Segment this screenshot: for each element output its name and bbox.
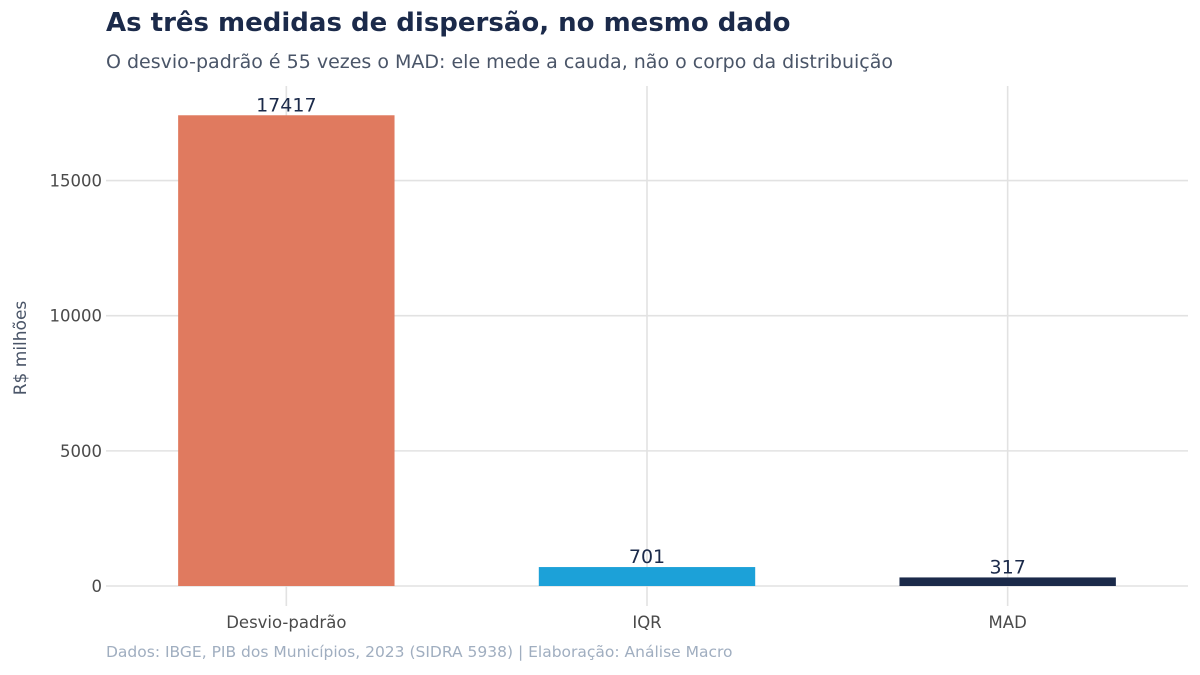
data-label: 317 — [990, 556, 1026, 578]
y-tick-label: 5000 — [60, 442, 102, 461]
y-tick-label: 0 — [92, 577, 103, 596]
x-tick-label: Desvio-padrão — [226, 613, 346, 632]
data-label: 17417 — [256, 94, 316, 116]
data-label: 701 — [629, 546, 665, 568]
x-tick-label: IQR — [632, 613, 661, 632]
bar-2 — [538, 567, 756, 586]
chart-title: As três medidas de dispersão, no mesmo d… — [106, 8, 791, 38]
y-tick-label: 10000 — [50, 307, 103, 326]
y-axis-ticks: 0 5000 10000 15000 — [50, 172, 103, 596]
y-axis-label: R$ milhões — [11, 301, 31, 396]
x-axis-ticks: Desvio-padrão IQR MAD — [226, 613, 1027, 632]
data-labels: 17417 701 317 — [256, 94, 1026, 578]
y-tick-label: 15000 — [50, 172, 103, 191]
chart-caption: Dados: IBGE, PIB dos Municípios, 2023 (S… — [106, 643, 733, 661]
bar-3 — [899, 577, 1116, 586]
x-tick-label: MAD — [989, 613, 1027, 632]
bar-1 — [178, 115, 395, 587]
bars — [178, 115, 1116, 587]
chart-subtitle: O desvio-padrão é 55 vezes o MAD: ele me… — [106, 51, 894, 73]
